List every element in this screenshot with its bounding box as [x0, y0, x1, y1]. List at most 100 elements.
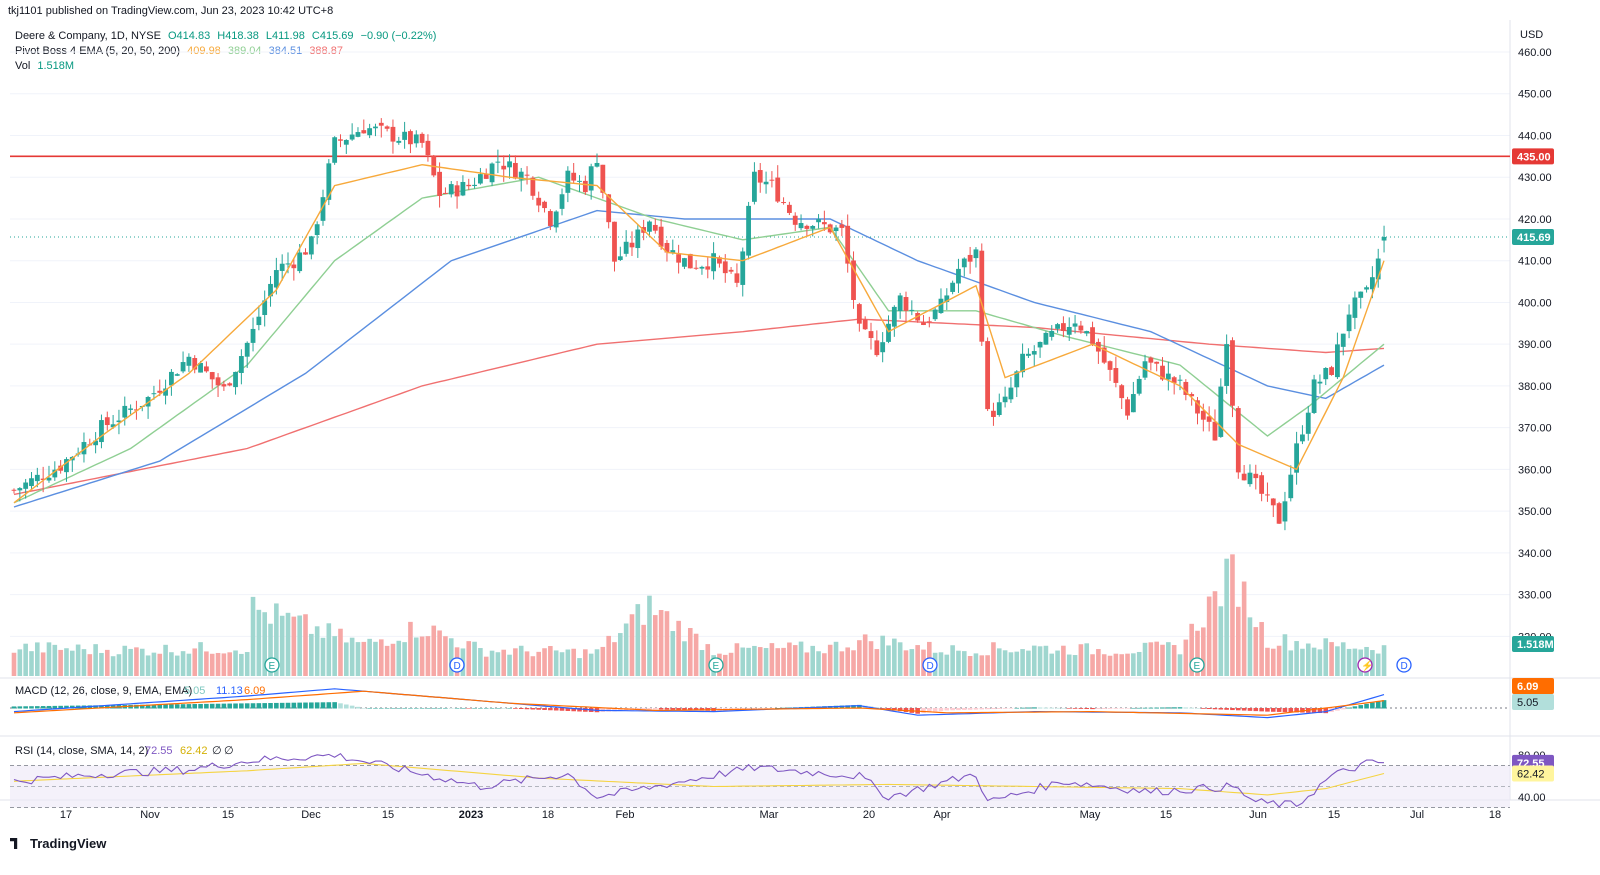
earnings-marker-label: E — [1194, 661, 1201, 672]
candle-body — [343, 139, 349, 145]
tradingview-logo: TradingView — [10, 836, 106, 851]
macd-histogram-bar — [419, 708, 425, 709]
volume-bar — [740, 647, 746, 676]
volume-bar — [693, 633, 699, 676]
candle-body — [973, 249, 979, 259]
volume-bar — [1066, 654, 1072, 676]
volume-bar — [291, 616, 297, 676]
macd-histogram-bar — [35, 706, 40, 709]
volume-bar — [227, 652, 233, 676]
macd-histogram-bar — [250, 703, 256, 709]
candle-body — [769, 179, 775, 181]
macd-histogram-bar — [1358, 705, 1364, 709]
volume-bar — [827, 644, 833, 676]
candle-body — [367, 128, 373, 136]
macd-signal-value: 6.09 — [244, 685, 265, 697]
candle-body — [670, 250, 676, 254]
time-tick-label: Jun — [1249, 809, 1267, 821]
macd-histogram-bar — [892, 708, 897, 711]
resistance-price-tag-bg — [1512, 148, 1554, 165]
macd-histogram-bar — [472, 708, 477, 709]
volume-bar — [104, 649, 110, 676]
volume-bar — [373, 641, 378, 676]
candle-body — [1329, 367, 1334, 375]
time-tick-label: 2023 — [459, 809, 483, 821]
volume-bar — [52, 644, 58, 676]
macd-histogram-bar — [1335, 708, 1340, 711]
volume-bar — [116, 654, 122, 676]
volume-bar — [1084, 643, 1090, 676]
macd-histogram-bar — [641, 708, 646, 710]
candle-body — [163, 388, 168, 396]
macd-histogram-bar — [536, 708, 541, 710]
volume-bar — [565, 649, 571, 676]
volume-bar — [99, 652, 104, 676]
volume-bar — [1014, 651, 1020, 676]
candle-body — [705, 266, 711, 270]
macd-histogram-bar — [658, 708, 664, 710]
candle-body — [1037, 341, 1043, 348]
candle-body — [256, 316, 262, 326]
macd-histogram-bar — [58, 705, 63, 709]
macd-histogram-bar — [1125, 708, 1130, 709]
candle-body — [617, 256, 623, 260]
volume-bar — [1142, 642, 1148, 676]
candle-body — [1212, 421, 1218, 441]
candle-body — [46, 477, 52, 481]
volume-bar — [1259, 622, 1264, 676]
ema50-line — [13, 209, 1385, 508]
candle-body — [851, 260, 856, 300]
macd-histogram-bar — [950, 708, 955, 711]
candle-body — [1084, 331, 1090, 334]
price-tick-label: 390.00 — [1518, 339, 1552, 351]
macd-histogram-bar — [408, 708, 413, 709]
macd-histogram-bar — [303, 702, 308, 709]
volume-bar — [1276, 645, 1282, 676]
macd-value: 11.13 — [216, 685, 243, 697]
volume-bar — [35, 642, 40, 676]
candle-body — [757, 170, 763, 183]
candle-body — [821, 222, 827, 225]
price-tick-label: 330.00 — [1518, 590, 1552, 602]
volume-bar — [1072, 655, 1078, 676]
volume-bar — [425, 636, 431, 676]
volume-bar — [378, 639, 384, 676]
rsi-label: RSI (14, close, SMA, 14, 2) — [15, 745, 148, 757]
macd-histogram-bar — [682, 708, 687, 711]
candle-body — [565, 170, 571, 193]
macd-histogram-bar — [314, 702, 320, 709]
volume-bar — [279, 615, 285, 676]
macd-histogram-bar — [483, 708, 489, 709]
candle-body — [215, 377, 221, 386]
candle-body — [1230, 340, 1235, 406]
macd-histogram-bar — [1008, 708, 1014, 709]
price-tick-label: 340.00 — [1518, 548, 1552, 560]
volume-bar — [1160, 644, 1165, 676]
candle-body — [378, 122, 384, 126]
time-tick-label: Dec — [301, 809, 321, 821]
volume-bar — [734, 643, 740, 676]
volume-bar — [46, 642, 52, 676]
volume-bar — [973, 653, 979, 676]
candle-body — [600, 164, 606, 193]
earnings-marker-label: E — [713, 661, 720, 672]
volume-bar — [1166, 642, 1171, 676]
price-tick-label: 460.00 — [1518, 47, 1552, 59]
volume-bar — [297, 615, 302, 676]
macd-histogram-bar — [1370, 702, 1375, 709]
earnings-marker — [264, 657, 280, 673]
macd-histogram-bar — [1201, 708, 1206, 709]
candle-body — [1078, 325, 1084, 331]
volume-bar — [1317, 649, 1323, 676]
volume-bar — [413, 637, 419, 676]
volume-bar — [303, 614, 308, 676]
macd-histogram-bar — [1218, 708, 1224, 710]
candle-body — [437, 171, 442, 196]
time-tick-label: 17 — [60, 809, 72, 821]
dividend-marker — [922, 657, 938, 673]
macd-histogram-bar — [927, 708, 932, 713]
candle-body — [338, 139, 343, 141]
macd-histogram-bar — [349, 705, 355, 709]
volume-bar — [787, 642, 792, 676]
